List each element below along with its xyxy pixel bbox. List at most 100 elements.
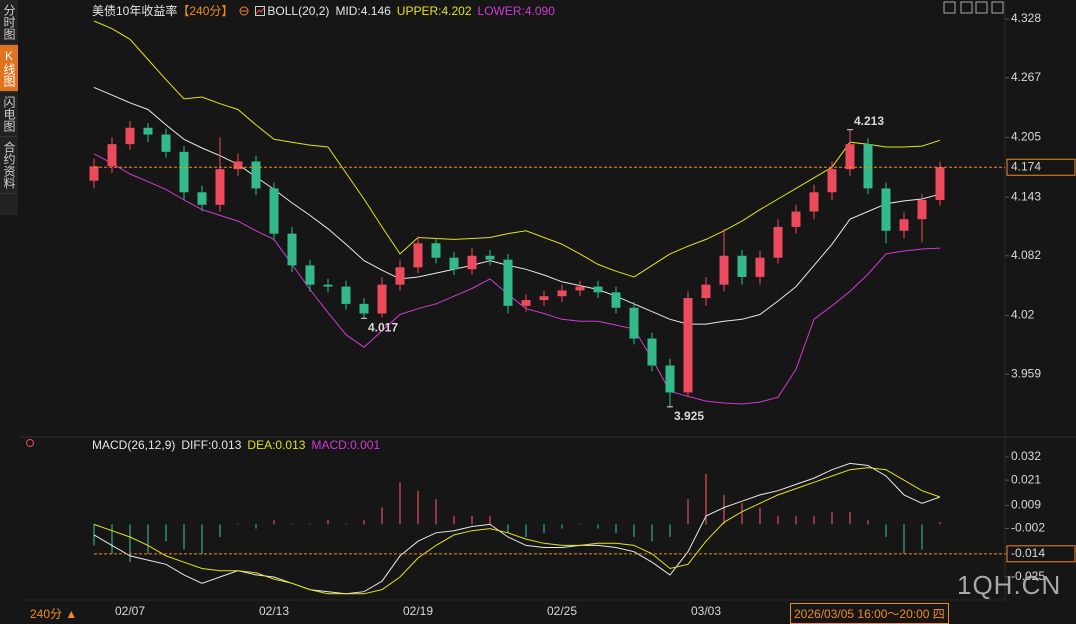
indicator-icon[interactable] xyxy=(255,5,266,16)
candle-body xyxy=(881,188,891,231)
y-tick-label: 0.021 xyxy=(1011,472,1041,486)
candle-body xyxy=(503,259,513,306)
candle-body xyxy=(845,144,855,170)
y-tick-label: 4.205 xyxy=(1011,130,1041,144)
period-selector[interactable]: 240分 ▲ xyxy=(30,607,78,621)
x-tick-label: 02/25 xyxy=(547,604,577,618)
boll-line xyxy=(93,20,941,278)
candle-body xyxy=(287,233,297,266)
cursor-time: 2026/03/05 16:00～20:00 四 xyxy=(790,603,949,624)
candle-body xyxy=(791,211,801,227)
candle-body xyxy=(575,286,585,291)
x-tick-label: 02/19 xyxy=(403,604,433,618)
x-tick-label: 02/07 xyxy=(115,604,145,618)
candle-body xyxy=(341,286,351,304)
candle-body xyxy=(233,161,243,170)
annotation-label: 4.017 xyxy=(368,321,398,335)
value-marker-label: 4.174 xyxy=(1011,159,1041,173)
macd-line xyxy=(93,467,941,595)
candle-body xyxy=(593,286,603,293)
x-tick-label: 03/03 xyxy=(691,604,721,618)
candle-body xyxy=(143,127,153,135)
period: 【240分】 xyxy=(177,4,234,18)
candle-body xyxy=(359,303,369,314)
candle-body xyxy=(215,169,225,205)
candle-body xyxy=(539,296,549,301)
candle-body xyxy=(557,290,567,297)
icon[interactable] xyxy=(991,1,1004,14)
legend-entry: MACD:0.001 xyxy=(311,438,381,452)
candle-body xyxy=(647,338,657,366)
macd-icon xyxy=(26,439,34,447)
value-marker-box xyxy=(1006,545,1076,563)
candle-body xyxy=(485,255,495,260)
y-tick-label: 3.959 xyxy=(1011,366,1041,380)
candle-body xyxy=(629,307,639,339)
candle-body xyxy=(377,284,387,314)
indicator-name: BOLL(20,2) xyxy=(267,3,330,18)
value-marker-label: -0.014 xyxy=(1011,546,1045,560)
macd-line xyxy=(93,462,941,595)
candle-body xyxy=(701,284,711,299)
candle-body xyxy=(467,255,477,270)
candle-body xyxy=(305,265,315,285)
toggle-icon[interactable] xyxy=(239,6,249,16)
candle-body xyxy=(323,284,333,287)
candle-body xyxy=(179,151,189,193)
sidebar-tab[interactable]: K线图 xyxy=(0,45,18,92)
candle-body xyxy=(269,188,279,234)
icon[interactable] xyxy=(975,1,988,14)
annotation-label: 3.925 xyxy=(674,409,704,423)
candle-body xyxy=(449,257,459,270)
macd-header: MACD(26,12,9) DIFF:0.013 DEA:0.013 MACD:0.… xyxy=(92,438,380,452)
candle-body xyxy=(665,365,675,393)
candle-body xyxy=(431,243,441,258)
legend-entry: LOWER:4.090 xyxy=(477,3,555,18)
legend-entry: UPPER:4.202 xyxy=(396,3,472,18)
candle-body xyxy=(251,161,261,189)
sidebar-tab[interactable]: 合约资料 xyxy=(0,137,18,194)
icon[interactable] xyxy=(943,1,956,14)
y-tick-label: 4.143 xyxy=(1011,189,1041,203)
y-tick-label: -0.025 xyxy=(1011,569,1045,583)
legend-entry: DEA:0.013 xyxy=(247,438,306,452)
sidebar: 分时图 K线图 闪电图 合约资料 xyxy=(0,0,18,215)
candle-body xyxy=(611,292,621,308)
main-header: 美债10年收益率 【240分】 BOLL(20,2) MID:4.146 UPPE… xyxy=(92,2,555,19)
y-tick-label: 4.082 xyxy=(1011,248,1041,262)
icon[interactable] xyxy=(960,1,973,14)
candle-body xyxy=(683,298,693,393)
candle-body xyxy=(521,300,531,306)
y-tick-label: 0.009 xyxy=(1011,498,1041,512)
candle-body xyxy=(125,127,135,145)
y-tick-label: 0.032 xyxy=(1011,449,1041,463)
candle-body xyxy=(863,144,873,189)
candle-body xyxy=(89,166,99,181)
legend-entry: MID:4.146 xyxy=(335,3,391,18)
candle-body xyxy=(899,219,909,231)
sidebar-tab[interactable]: 闪电图 xyxy=(0,92,18,137)
sidebar-tab[interactable]: 分时图 xyxy=(0,0,18,45)
candle-body xyxy=(737,255,747,277)
toolbar-icons[interactable] xyxy=(943,1,1004,14)
y-tick-label: -0.002 xyxy=(1011,521,1045,535)
candle-body xyxy=(755,257,765,277)
candle-body xyxy=(773,226,783,258)
boll-line xyxy=(93,153,941,405)
candle-body xyxy=(413,243,423,268)
legend-entry: DIFF:0.013 xyxy=(181,438,242,452)
title: 美债10年收益率 xyxy=(92,4,178,18)
candle-body xyxy=(161,134,171,152)
candle-body xyxy=(917,199,927,220)
candle-body xyxy=(107,144,117,167)
watermark: 1QH.CN xyxy=(957,570,1062,600)
candle-body xyxy=(395,267,405,285)
candle-body xyxy=(827,169,837,193)
candle-body xyxy=(809,192,819,212)
macd-title: MACD(26,12,9) xyxy=(92,438,176,452)
candle-body xyxy=(719,255,729,285)
candle-body xyxy=(197,192,207,205)
candle-body xyxy=(935,167,945,200)
